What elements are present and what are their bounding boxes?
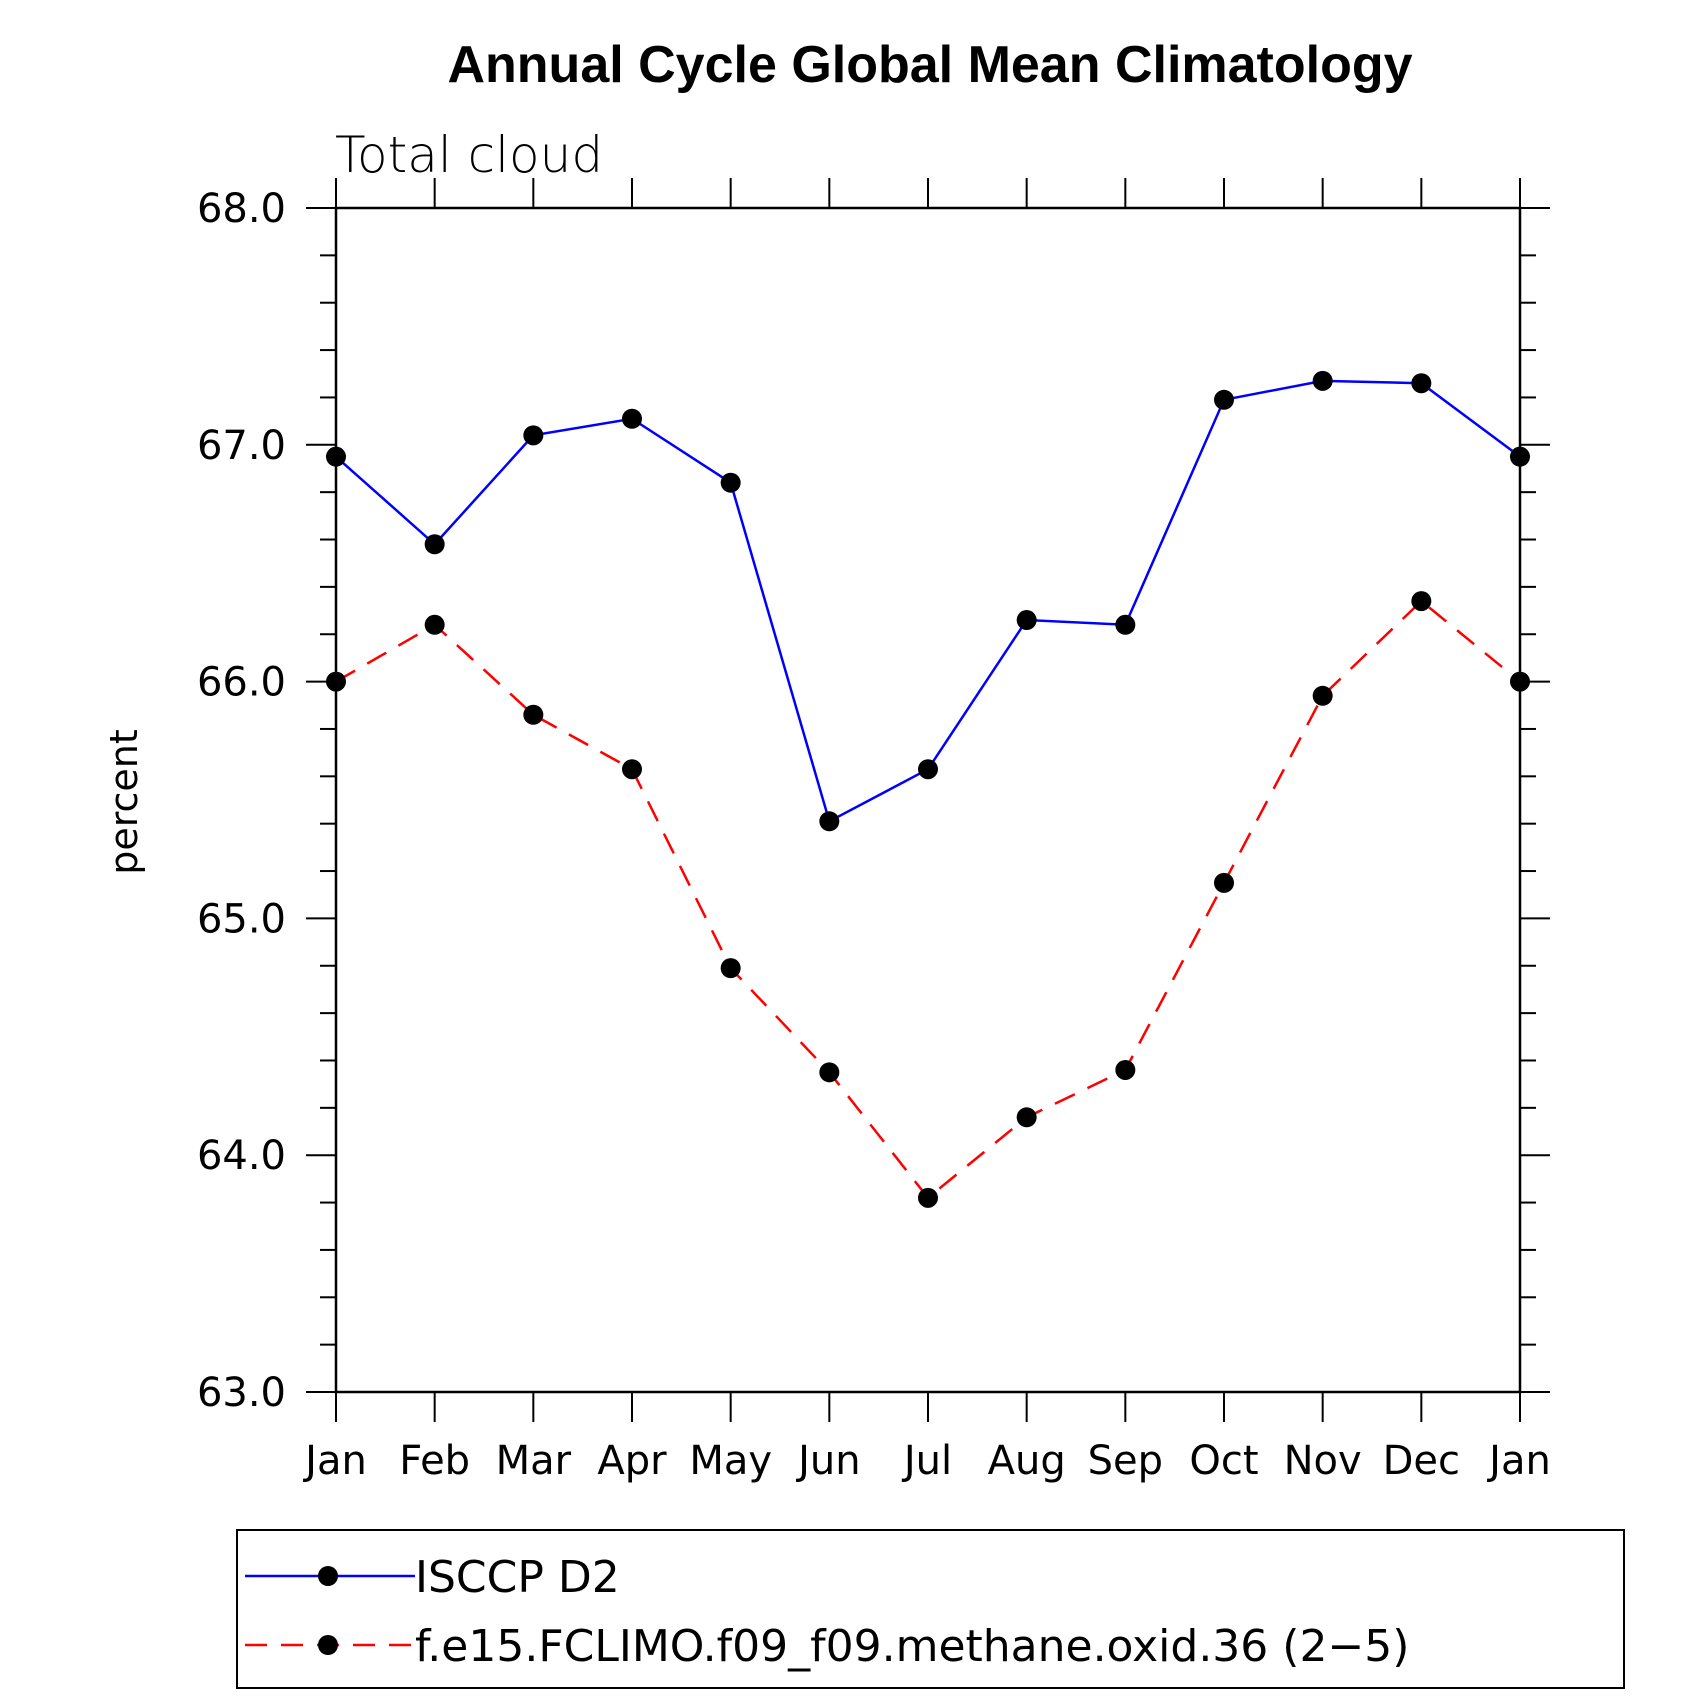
x-tick-label: May [689,1438,772,1484]
data-point-series-2 [326,671,346,692]
x-tick-label: Jun [795,1438,861,1484]
x-tick-label: Jan [302,1438,367,1484]
data-point-series-2 [622,759,642,780]
data-point-series-2 [1115,1059,1136,1080]
data-point-series-1 [1312,370,1333,391]
data-point-series-1 [720,472,741,493]
legend: ISCCP D2 f.e15.FCLIMO.f09_f09.methane.oxi… [236,1529,1625,1689]
data-point-series-2 [720,958,741,979]
y-tick-label: 66.0 [197,660,286,706]
data-point-series-2 [1016,1107,1037,1128]
data-point-series-1 [1411,373,1432,394]
data-point-series-1 [622,408,642,429]
x-tick-label: Mar [496,1438,572,1484]
plot-axes: 63.0 64.0 65.0 66.0 67.0 68.0 Jan Feb Mar Apr May J… [197,178,1551,1484]
data-point-series-1 [1214,389,1234,410]
x-tick-label: Feb [399,1438,470,1484]
x-tick-label: Nov [1284,1438,1362,1484]
data-point-series-1 [819,811,840,832]
x-tick-label: Jul [901,1438,952,1484]
data-point-series-2 [1411,591,1432,612]
chart-subtitle: Total cloud [335,126,603,184]
data-point-series-1 [1115,614,1136,635]
data-point-series-2 [1510,671,1530,692]
data-point-series-2 [1214,872,1234,893]
data-point-series-1 [523,425,544,446]
x-tick-label: Dec [1383,1438,1460,1484]
legend-marker-1 [318,1566,338,1586]
data-point-series-2 [424,614,445,635]
data-point-series-1 [424,534,445,555]
data-point-series-2 [1312,685,1333,706]
chart-title: Annual Cycle Global Mean Climatology [447,36,1412,94]
series-line-1 [335,379,1521,824]
legend-label-1: ISCCP D2 [415,1552,620,1603]
x-tick-label: Aug [988,1438,1066,1484]
series-layer [326,370,1530,1208]
y-tick-label: 68.0 [197,186,286,232]
plot-frame [334,206,1522,1394]
y-tick-label: 63.0 [197,1370,286,1416]
x-tick-label: Oct [1189,1438,1258,1484]
series-line-2 [335,599,1521,1200]
data-point-series-1 [326,446,346,467]
data-point-series-1 [1016,610,1037,631]
data-point-series-1 [918,759,938,780]
y-tick-label: 67.0 [197,423,286,469]
data-point-series-1 [1510,446,1530,467]
x-tick-label: Jan [1486,1438,1551,1484]
y-tick-label: 64.0 [197,1133,286,1179]
legend-marker-2 [318,1635,338,1655]
x-tick-label: Apr [597,1438,667,1484]
legend-label-2: f.e15.FCLIMO.f09_f09.methane.oxid.36 (2−… [415,1621,1409,1672]
y-axis-label: percent [102,729,146,875]
x-tick-label: Sep [1088,1438,1163,1484]
y-tick-label: 65.0 [197,896,286,942]
data-point-series-2 [819,1062,840,1083]
legend-box [236,1529,1625,1689]
data-point-series-2 [918,1187,938,1208]
data-point-series-2 [523,704,544,725]
